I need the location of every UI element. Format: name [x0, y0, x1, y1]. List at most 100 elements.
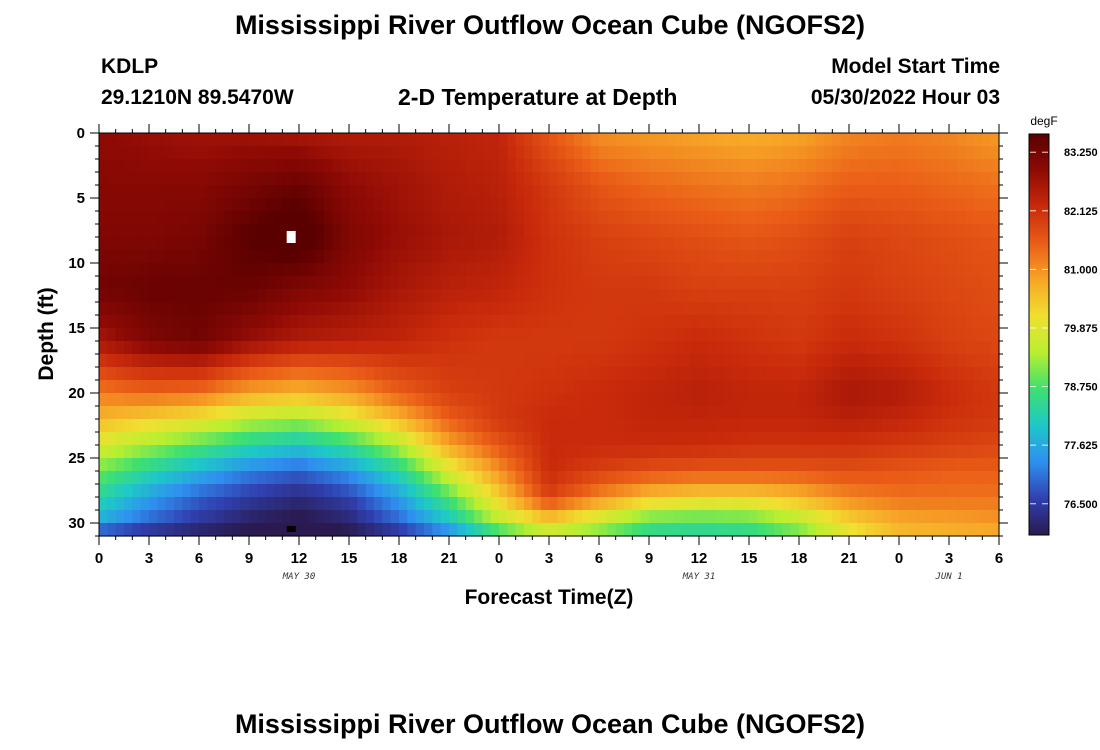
heatmap-cell	[215, 211, 225, 225]
heatmap-cell	[357, 419, 367, 433]
heatmap-cell	[965, 458, 975, 472]
heatmap-cell	[640, 302, 650, 316]
heatmap-cell	[274, 523, 283, 537]
heatmap-cell	[524, 393, 533, 407]
heatmap-cell	[107, 133, 117, 147]
heatmap-cell	[649, 367, 658, 381]
heatmap-cell	[365, 432, 375, 446]
heatmap-cell	[899, 497, 908, 511]
heatmap-cell	[657, 341, 667, 355]
heatmap-cell	[457, 250, 467, 264]
heatmap-cell	[707, 484, 717, 498]
heatmap-cell	[599, 302, 608, 316]
heatmap-cell	[357, 406, 367, 420]
heatmap-cell	[549, 406, 558, 420]
heatmap-cell	[115, 198, 125, 212]
heatmap-cell	[990, 523, 1000, 537]
heatmap-cell	[815, 146, 825, 160]
heatmap-cell	[824, 276, 833, 290]
heatmap-cell	[115, 146, 125, 160]
heatmap-cell	[724, 198, 733, 212]
heatmap-cell	[382, 393, 392, 407]
heatmap-cell	[524, 341, 533, 355]
heatmap-cell	[382, 432, 392, 446]
heatmap-cell	[282, 393, 292, 407]
heatmap-cell	[190, 211, 200, 225]
heatmap-cell	[665, 250, 675, 264]
heatmap-cell	[965, 146, 975, 160]
heatmap-cell	[265, 237, 275, 251]
heatmap-cell	[807, 445, 817, 459]
heatmap-cell	[740, 419, 750, 433]
heatmap-cell	[615, 523, 625, 537]
heatmap-cell	[415, 159, 425, 173]
heatmap-cell	[857, 484, 867, 498]
heatmap-cell	[432, 159, 442, 173]
heatmap-cell	[849, 250, 858, 264]
heatmap-cell	[865, 276, 875, 290]
heatmap-cell	[399, 185, 408, 199]
heatmap-cell	[515, 484, 525, 498]
heatmap-cell	[907, 185, 917, 199]
heatmap-cell	[674, 432, 683, 446]
heatmap-cell	[690, 393, 700, 407]
heatmap-cell	[457, 393, 467, 407]
heatmap-cell	[474, 380, 483, 394]
heatmap-cell	[790, 302, 800, 316]
heatmap-cell	[590, 471, 600, 485]
heatmap-cell	[990, 419, 1000, 433]
heatmap-cell	[974, 276, 983, 290]
heatmap-cell	[315, 419, 325, 433]
heatmap-cell	[199, 354, 208, 368]
heatmap-cell	[565, 419, 575, 433]
heatmap-cell	[582, 497, 592, 511]
heatmap-cell	[749, 289, 758, 303]
heatmap-cell	[282, 289, 292, 303]
heatmap-cell	[874, 523, 883, 537]
heatmap-cell	[282, 471, 292, 485]
heatmap-cell	[357, 159, 367, 173]
heatmap-cell	[782, 315, 792, 329]
heatmap-cell	[674, 224, 683, 238]
heatmap-cell	[265, 315, 275, 329]
heatmap-cell	[915, 523, 925, 537]
heatmap-cell	[440, 497, 450, 511]
heatmap-cell	[807, 211, 817, 225]
heatmap-cell	[924, 289, 933, 303]
heatmap-cell	[524, 198, 533, 212]
heatmap-cell	[624, 380, 633, 394]
heatmap-cell	[507, 484, 517, 498]
heatmap-cell	[140, 367, 150, 381]
heatmap-cell	[232, 133, 242, 147]
heatmap-cell	[540, 510, 550, 524]
heatmap-cell	[432, 185, 442, 199]
heatmap-cell	[540, 276, 550, 290]
heatmap-cell	[99, 497, 108, 511]
heatmap-cell	[782, 380, 792, 394]
heatmap-cell	[357, 276, 367, 290]
heatmap-cell	[232, 484, 242, 498]
heatmap-cell	[274, 419, 283, 433]
heatmap-cell	[665, 341, 675, 355]
heatmap-cell	[824, 211, 833, 225]
heatmap-cell	[865, 302, 875, 316]
heatmap-cell	[682, 159, 692, 173]
heatmap-cell	[324, 471, 333, 485]
heatmap-cell	[665, 510, 675, 524]
heatmap-cell	[840, 302, 850, 316]
heatmap-cell	[932, 172, 942, 186]
heatmap-cell	[199, 237, 208, 251]
heatmap-cell	[407, 315, 417, 329]
heatmap-cell	[715, 224, 725, 238]
heatmap-cell	[582, 432, 592, 446]
heatmap-cell	[399, 432, 408, 446]
heatmap-cell	[974, 289, 983, 303]
heatmap-cell	[332, 406, 342, 420]
heatmap-cell	[474, 497, 483, 511]
heatmap-cell	[174, 419, 183, 433]
heatmap-cell	[249, 146, 258, 160]
heatmap-cell	[799, 523, 808, 537]
heatmap-cell	[515, 419, 525, 433]
heatmap-cell	[499, 172, 508, 186]
heatmap-cell	[990, 445, 1000, 459]
